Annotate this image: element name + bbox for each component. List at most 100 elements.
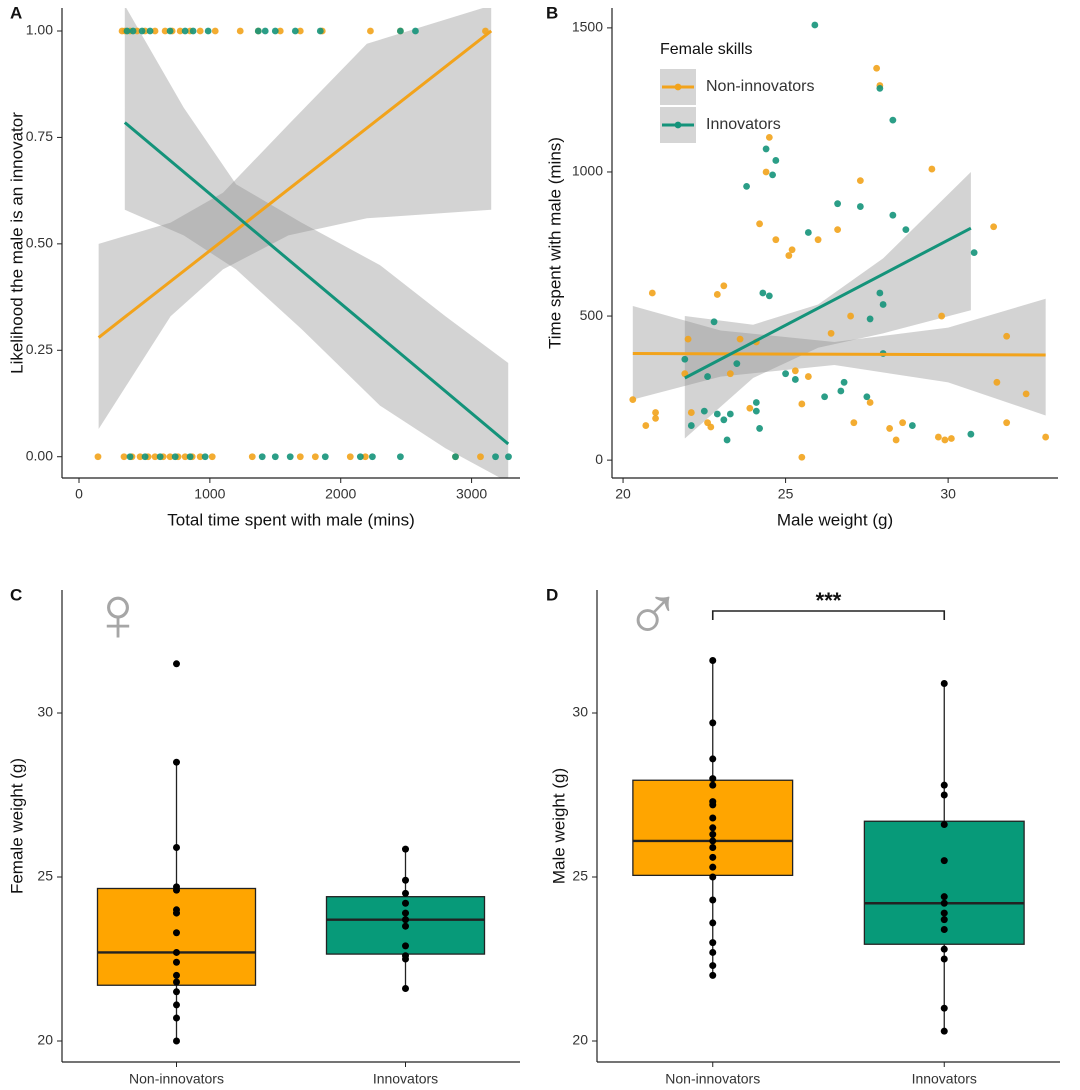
plot-area [629, 21, 1050, 461]
point [173, 758, 180, 766]
point [899, 419, 907, 427]
point [889, 211, 897, 219]
point [879, 301, 887, 308]
point [138, 27, 146, 35]
point [156, 453, 164, 461]
point [798, 400, 806, 408]
point [856, 177, 864, 185]
point [709, 962, 717, 970]
point [412, 27, 419, 35]
point [709, 948, 717, 956]
plot-area [94, 8, 512, 478]
point [684, 335, 692, 343]
point [713, 291, 721, 298]
point [402, 916, 409, 924]
point [176, 27, 184, 35]
point [687, 422, 695, 429]
panel-label: B [546, 3, 558, 22]
point [396, 27, 404, 35]
fit-line [97, 29, 493, 339]
point [452, 453, 459, 461]
point [804, 373, 812, 380]
x-tick-label: 25 [778, 486, 794, 502]
point [648, 289, 656, 297]
legend-label: Innovators [706, 116, 781, 133]
point [681, 370, 689, 378]
point [834, 200, 842, 208]
y-axis-title: Male weight (g) [549, 768, 568, 884]
point [940, 791, 948, 799]
point [709, 843, 717, 851]
point [709, 919, 717, 927]
point [311, 453, 319, 461]
point [402, 909, 409, 917]
point [726, 410, 734, 418]
point [746, 404, 754, 412]
panel-label: A [10, 3, 22, 22]
point [396, 453, 404, 461]
point [196, 27, 204, 35]
significance-label: *** [816, 588, 842, 613]
box [96, 887, 257, 986]
legend-title: Female skills [660, 41, 752, 58]
point [856, 203, 864, 210]
point [709, 896, 717, 904]
point [704, 373, 711, 380]
point [186, 453, 194, 461]
point [940, 781, 948, 789]
point [720, 282, 728, 290]
point [276, 27, 284, 35]
point [736, 335, 744, 343]
x-tick-label: Non-innovators [665, 1071, 760, 1087]
point [840, 378, 848, 386]
point [151, 27, 159, 35]
y-tick-label: 25 [37, 868, 53, 884]
legend-key-dot [674, 83, 682, 91]
x-tick-label: 2000 [325, 486, 356, 502]
point [791, 367, 799, 375]
point [687, 409, 695, 416]
point [681, 355, 689, 363]
point [173, 978, 180, 986]
point [136, 453, 144, 461]
point [752, 407, 760, 415]
point [713, 410, 721, 418]
point [876, 84, 884, 92]
point [928, 165, 936, 173]
point [834, 226, 842, 234]
y-tick-label: 0.00 [26, 447, 53, 463]
point [866, 399, 874, 406]
point [756, 220, 763, 228]
x-tick-label: 3000 [456, 486, 487, 502]
point [934, 433, 942, 441]
point [161, 27, 169, 35]
point [709, 775, 717, 783]
y-tick-label: 30 [37, 704, 53, 720]
point [908, 422, 916, 429]
point [723, 436, 731, 444]
y-tick-label: 0 [595, 451, 603, 467]
point [173, 929, 180, 937]
point [629, 396, 637, 404]
point [709, 657, 717, 665]
point [141, 453, 149, 461]
point [1003, 332, 1011, 340]
point [151, 453, 159, 461]
fit-line [684, 226, 972, 380]
point [402, 942, 409, 950]
point [173, 660, 180, 668]
x-axis-title: Total time spent with male (mins) [167, 510, 415, 529]
point [709, 830, 717, 838]
point [990, 223, 998, 231]
point [798, 453, 806, 461]
point [505, 453, 512, 461]
point [785, 252, 793, 259]
point [940, 1027, 948, 1035]
point [402, 985, 409, 993]
point [709, 837, 717, 845]
point [765, 133, 773, 141]
point [316, 27, 324, 35]
point [166, 453, 174, 461]
point [782, 370, 789, 378]
